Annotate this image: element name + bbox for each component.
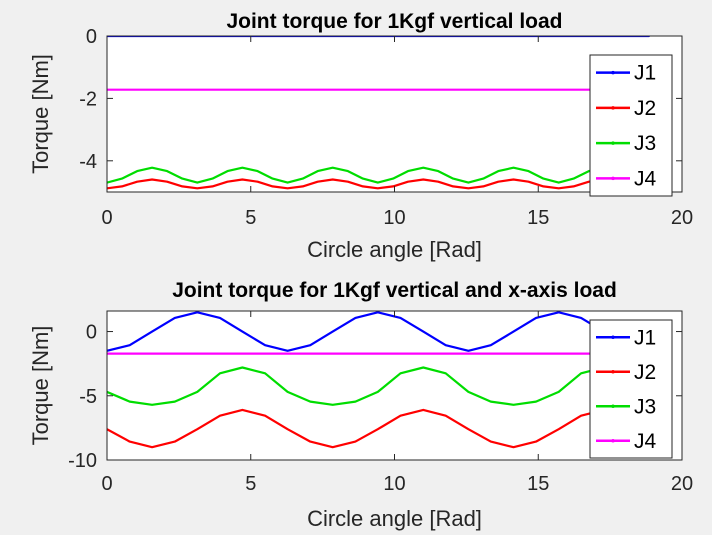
- legend-marker: [611, 369, 615, 374]
- legend-marker: [611, 176, 615, 181]
- legend-label-j1: J1: [634, 326, 656, 349]
- x-tick-label: 0: [101, 207, 112, 229]
- chart-title: Joint torque for 1Kgf vertical load: [226, 10, 562, 33]
- legend-label-j4: J4: [634, 167, 657, 190]
- series-group: [107, 36, 651, 190]
- x-tick-label: 10: [383, 207, 405, 229]
- legend-label-j4: J4: [634, 430, 657, 453]
- y-tick-label: 0: [86, 322, 97, 344]
- chart-1: 0 5 10 15 20 0 -2 -4 Joint torque for 1Kgf verti…: [28, 10, 693, 262]
- legend-label-j3: J3: [634, 395, 656, 418]
- y-tick-label: -2: [79, 88, 97, 110]
- y-tick-label: 0: [86, 26, 97, 48]
- x-tick-label: 20: [671, 207, 693, 229]
- legend-marker: [611, 141, 615, 145]
- plot-area: [107, 36, 682, 192]
- y-axis-label: Torque [Nm]: [28, 326, 53, 446]
- x-tick-label: 10: [383, 473, 405, 495]
- series-line-j1: [107, 311, 651, 352]
- chart-2: 0 5 10 15 20 0 -5 -10 Joint torque for 1Kgf vert…: [28, 279, 693, 531]
- x-axis-label: Circle angle [Rad]: [307, 506, 482, 531]
- plot-area: [107, 311, 682, 460]
- legend-box: [589, 54, 673, 197]
- x-tick-label: 15: [527, 473, 549, 495]
- legend-marker: [611, 106, 615, 110]
- legend-marker: [611, 335, 615, 340]
- legend-marker: [611, 438, 615, 443]
- y-tick-label: -5: [79, 386, 97, 408]
- x-axis-label: Circle angle [Rad]: [307, 237, 482, 262]
- legend-label-j3: J3: [634, 132, 656, 155]
- legend-label-j2: J2: [634, 361, 656, 384]
- series-line-j2: [107, 408, 651, 449]
- legend-marker: [611, 404, 615, 409]
- legend-box: [589, 319, 673, 459]
- legend-label-j1: J1: [634, 62, 656, 85]
- x-tick-label: 20: [671, 473, 693, 495]
- x-tick-label: 0: [101, 473, 112, 495]
- legend-marker: [611, 70, 615, 75]
- chart-title: Joint torque for 1Kgf vertical and x-axi…: [172, 279, 617, 302]
- x-tick-label: 5: [245, 473, 256, 495]
- legend: J1 J2 J3 J4: [589, 319, 673, 459]
- legend: J1 J2 J3 J4: [589, 54, 673, 197]
- series-line-j3: [107, 366, 651, 406]
- y-tick-label: -4: [79, 151, 97, 173]
- legend-label-j2: J2: [634, 97, 656, 120]
- series-line-j3: [107, 166, 651, 184]
- y-tick-label: -10: [68, 450, 97, 472]
- series-group: [107, 311, 651, 449]
- x-tick-label: 5: [245, 207, 256, 229]
- y-axis-label: Torque [Nm]: [28, 54, 53, 174]
- x-tick-label: 15: [527, 207, 549, 229]
- series-line-j2: [107, 178, 651, 190]
